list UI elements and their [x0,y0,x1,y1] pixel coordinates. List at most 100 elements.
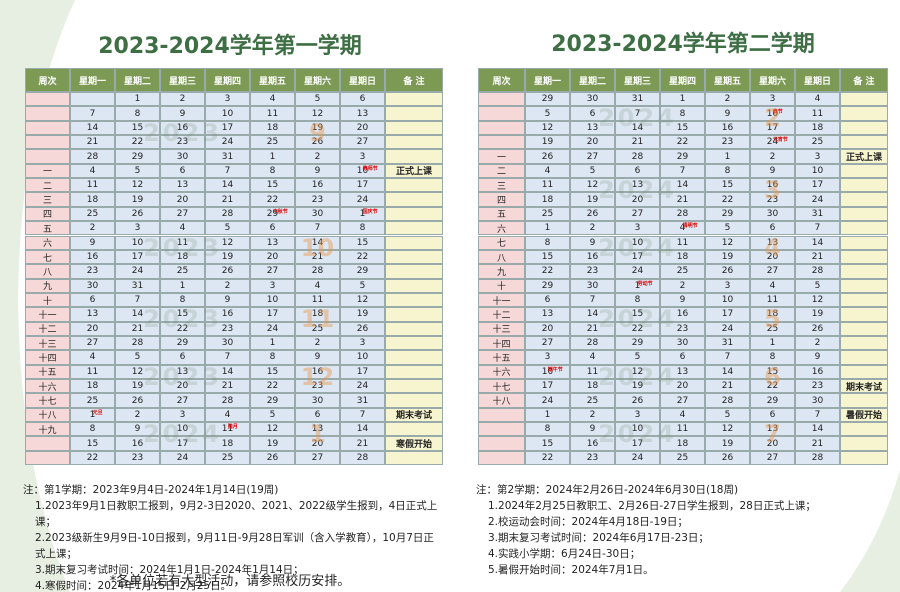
calendar-cell: 8 [70,422,115,437]
calendar-cell: 12 [205,235,250,250]
calendar-cell [385,235,443,250]
calendar-cell [385,221,443,236]
calendar-cell: 19 [705,249,750,265]
header-cell: 星期一 [70,68,115,92]
calendar-cell: 十八 [478,393,525,408]
calendar-cell: 28 [615,149,660,164]
calendar-cell: 31 [615,92,660,107]
calendar-cell [478,92,525,107]
calendar-cell: 23 [705,135,750,150]
calendar-cell: 24 [705,321,750,336]
calendar-cell: 20 [70,321,115,336]
calendar-cell [385,364,443,379]
calendar-cell: 六 [25,235,70,250]
calendar-cell: 3 [205,92,250,107]
calendar-cell: 5 [295,92,340,107]
calendar-cell [478,120,525,136]
calendar-cell: 13 [750,235,795,250]
calendar-cell: 11 [795,106,840,121]
calendar-cell: 31 [795,206,840,222]
calendar-cell: 6 [250,221,295,236]
calendar-cell: 21 [795,249,840,265]
calendar-cell [478,436,525,451]
calendar-cell: 3 [615,221,660,236]
calendar-cell: 28 [795,450,840,466]
calendar-cell [840,292,888,308]
calendar-cell: 13 [750,422,795,437]
calendar-cell: 3 [750,92,795,107]
calendar-cell: 29 [660,149,705,164]
calendar-cell: 26 [115,393,160,408]
header-cell: 周次 [478,68,525,92]
notes: 注：第1学期：2023年9月4日-2024年1月14日(19周) 1.2023年9… [23,482,443,592]
calendar-cell: 3 [525,350,570,365]
calendar-cell: 21 [295,249,340,265]
note-line: 注：第2学期：2024年2月26日-2024年6月30日(18周) [476,484,739,496]
calendar-cell [840,192,888,207]
calendar-cell: 19 [250,436,295,451]
calendar-cell: 30 [205,335,250,351]
calendar-cell: 9 [570,235,615,250]
calendar-cell [840,335,888,351]
calendar-cell: 17 [795,178,840,193]
calendar-cell: 正式上课 [840,149,888,164]
calendar-cell: 9 [295,350,340,365]
calendar-cell: 4 [70,163,115,179]
calendar-cell: 21 [340,436,385,451]
calendar-cell: 2 [295,335,340,351]
calendar-cell: 7 [705,350,750,365]
calendar-cell: 31 [115,278,160,293]
calendar-cell: 25 [660,450,705,466]
calendar-cell: 9 [570,422,615,437]
calendar-cell: 12 [705,235,750,250]
calendar-cell: 12 [250,422,295,437]
calendar-cell: 15 [115,120,160,136]
calendar-cell: 17 [615,436,660,451]
note-line: 1.2023年9月1日教职工报到，9月2-3日2020、2021、2022级学生… [35,500,438,528]
calendar-cell [478,407,525,423]
calendar-cell: 24 [615,264,660,279]
calendar-cell: 13 [70,307,115,322]
note-line: 4.寒假时间：2024年1月15日-2月25日。 [35,580,232,592]
calendar-cell: 16 [570,436,615,451]
calendar-cell: 6 [340,92,385,107]
calendar-cell: 6 [525,292,570,308]
calendar-cell: 七 [478,235,525,250]
calendar-cell: 23 [750,192,795,207]
calendar-cell: 8 [705,163,750,179]
calendar-cell: 22 [160,321,205,336]
calendar-cell: 8 [250,350,295,365]
holiday-note: 春节 [772,108,783,115]
calendar-cell: 19 [340,307,385,322]
calendar-cell: 21 [115,321,160,336]
calendar-cell: 1 国庆节 [340,206,385,222]
calendar-cell [840,364,888,379]
calendar-cell: 18 [660,249,705,265]
calendar-cell: 27 [160,393,205,408]
calendar-cell: 十三 [25,335,70,351]
calendar-cell [385,178,443,193]
calendar-cell: 27 [570,149,615,164]
calendar-cell: 9 [795,350,840,365]
calendar-cell [385,192,443,207]
calendar-cell: 21 [205,192,250,207]
calendar-cell: 5 [115,350,160,365]
calendar-cell: 8 [340,221,385,236]
calendar-cell: 16 [160,120,205,136]
calendar-cell: 四 [478,192,525,207]
calendar-cell: 2 [750,149,795,164]
calendar-cell: 25 [525,206,570,222]
calendar-cell: 20 [250,249,295,265]
calendar-cell: 27 [660,393,705,408]
calendar-cell: 23 [570,264,615,279]
calendar-cell: 8 [525,235,570,250]
calendar-cell: 9 [205,292,250,308]
holiday-note: 元宵节 [772,137,788,144]
calendar-cell: 八 [478,249,525,265]
calendar-cell: 22 [525,450,570,466]
calendar-cell: 13 [525,307,570,322]
calendar-cell: 22 [250,379,295,394]
calendar-cell: 24 [525,393,570,408]
calendar-cell: 1 [660,92,705,107]
holiday-note: 清明节 [682,223,698,230]
